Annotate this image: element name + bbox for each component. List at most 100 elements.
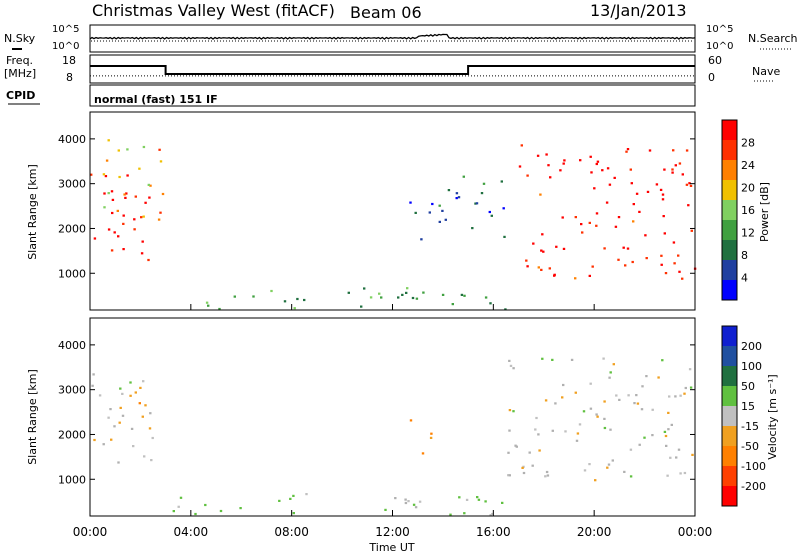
- velocity-cell: [501, 501, 504, 504]
- velocity-cell: [414, 506, 418, 509]
- y-tick-label: 4000: [58, 133, 86, 146]
- velocity-cell: [507, 451, 510, 454]
- nave-label: Nave: [752, 65, 780, 78]
- power-cell: [107, 139, 110, 142]
- power-cell: [626, 148, 630, 151]
- power-cell: [157, 218, 161, 221]
- velocity-cell: [562, 383, 565, 387]
- power-cell: [126, 148, 129, 151]
- colorbar-swatch: [722, 406, 737, 426]
- power-cell: [161, 192, 165, 196]
- power-cell: [689, 184, 693, 187]
- power-cell: [660, 254, 663, 257]
- power-cell: [283, 300, 287, 303]
- freq-label-2: [MHz]: [4, 67, 36, 80]
- power-cell: [659, 188, 663, 191]
- velocity-cell: [172, 510, 175, 513]
- power-cell: [589, 155, 592, 158]
- power-cell: [460, 293, 464, 296]
- colorbar-swatch: [722, 240, 737, 260]
- velocity-cell: [657, 376, 660, 379]
- velocity-cell: [463, 512, 466, 515]
- power-cell: [661, 198, 665, 201]
- colorbar-tick-label: 24: [741, 159, 755, 172]
- power-cell: [590, 171, 593, 174]
- velocity-cell: [384, 508, 387, 511]
- power-cell: [539, 193, 542, 196]
- power-cell: [593, 187, 596, 190]
- power-cell: [671, 168, 674, 171]
- velocity-cell: [582, 410, 586, 413]
- noise-tick-bottom-left: 10^0: [52, 41, 79, 52]
- velocity-cell: [538, 449, 541, 452]
- power-cell: [118, 175, 121, 179]
- colorbar-tick-label: 16: [741, 204, 755, 217]
- power-cell: [547, 164, 550, 167]
- power-cell: [138, 167, 141, 170]
- velocity-cell: [148, 427, 152, 430]
- power-cell: [104, 175, 108, 178]
- velocity-cell: [665, 444, 668, 447]
- x-tick-label: 08:00: [274, 525, 309, 539]
- velocity-cell: [151, 436, 154, 440]
- colorbar-swatch: [722, 200, 737, 220]
- power-cell: [548, 267, 551, 270]
- velocity-cell: [109, 408, 112, 411]
- power-cell: [532, 242, 535, 245]
- noise-sky-line: [89, 33, 696, 40]
- y-tick-label: 4000: [58, 339, 86, 352]
- velocity-cell: [98, 394, 102, 397]
- velocity-cell: [612, 363, 615, 366]
- velocity-cell: [589, 407, 593, 410]
- velocity-cell: [603, 426, 607, 430]
- power-cell: [629, 168, 632, 171]
- power-cell: [438, 220, 441, 223]
- power-cell: [588, 221, 591, 224]
- velocity-cell: [509, 364, 513, 367]
- velocity-cell: [449, 513, 452, 516]
- power-cell: [380, 296, 383, 299]
- velocity-cell: [635, 394, 638, 397]
- freq-tick-bottom: 8: [66, 71, 73, 84]
- power-cell: [631, 260, 634, 264]
- power-cell: [608, 183, 612, 186]
- power-cell: [678, 270, 681, 273]
- velocity-cell: [638, 443, 641, 446]
- velocity-cell: [219, 509, 223, 513]
- power-cell: [678, 162, 682, 165]
- velocity-cell: [583, 469, 587, 472]
- velocity-cell: [121, 414, 125, 417]
- velocity-cell: [603, 400, 606, 403]
- cpid-value: normal (fast) 151 IF: [94, 93, 218, 106]
- power-cell: [526, 265, 529, 268]
- power-cell: [123, 193, 126, 196]
- colorbar-tick-label: 100: [741, 360, 762, 373]
- power-cell: [579, 159, 582, 162]
- power-cell: [144, 201, 147, 204]
- velocity-cell: [292, 512, 295, 515]
- x-tick-label: 00:00: [73, 525, 108, 539]
- velocity-cell: [679, 394, 682, 397]
- velocity-cell: [91, 384, 94, 387]
- velocity-cell: [143, 455, 146, 458]
- power-cell: [540, 249, 543, 252]
- power-cell: [110, 249, 114, 252]
- velocity-cell: [421, 452, 425, 455]
- x-tick-label: 20:00: [577, 525, 612, 539]
- power-cell: [141, 240, 144, 243]
- power-cell: [673, 262, 676, 265]
- velocity-cell: [570, 358, 574, 361]
- colorbar-swatch: [722, 260, 737, 280]
- power-cell: [681, 277, 684, 280]
- y-tick-label: 2000: [58, 428, 86, 441]
- y-tick-label: 3000: [58, 178, 86, 191]
- velocity-cell: [465, 498, 469, 501]
- power-cell: [116, 209, 119, 212]
- velocity-cell: [404, 498, 407, 501]
- power-cell: [646, 190, 650, 193]
- power-cell: [447, 189, 451, 192]
- velocity-cell: [588, 463, 591, 466]
- power-cell: [428, 211, 431, 214]
- velocity-cell: [110, 438, 113, 441]
- velocity-cell: [629, 475, 633, 478]
